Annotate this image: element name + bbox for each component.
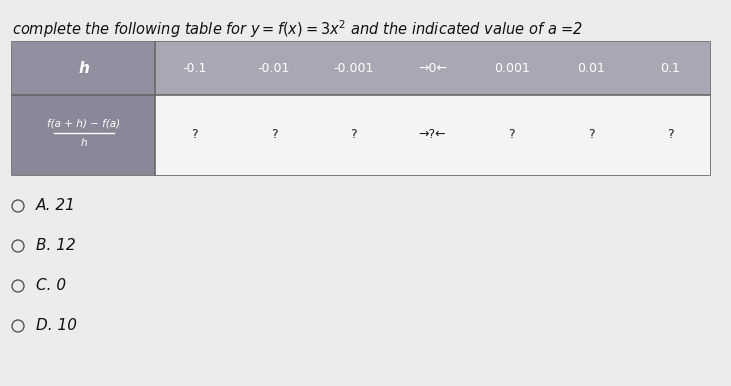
Text: →?←: →?← [419,129,447,142]
Bar [12,42,710,95]
Text: -0.1: -0.1 [183,62,207,75]
Text: C. 0: C. 0 [36,279,66,293]
Text: f(a + h) − f(a): f(a + h) − f(a) [47,118,120,128]
Text: A. 21: A. 21 [36,198,76,213]
Text: complete the following table for $y = f(x) = 3x^2$ and the indicated value of $a: complete the following table for $y = f(… [12,18,583,40]
Text: ?: ? [270,129,277,142]
Bar [12,95,155,175]
Text: 0.001: 0.001 [494,62,530,75]
Bar [155,95,710,175]
Text: ?: ? [350,129,357,142]
Bar [12,42,710,175]
Text: ?: ? [509,129,515,142]
Text: →0←: →0← [418,62,447,75]
Text: B. 12: B. 12 [36,239,76,254]
Bar [12,42,155,95]
Text: ?: ? [192,129,198,142]
Text: h: h [78,61,89,76]
Text: ?: ? [667,129,674,142]
Text: h: h [80,138,87,148]
Text: -0.01: -0.01 [258,62,290,75]
Text: ?: ? [588,129,594,142]
Text: D. 10: D. 10 [36,318,77,334]
Text: -0.001: -0.001 [333,62,374,75]
Text: 0.1: 0.1 [660,62,681,75]
Text: 0.01: 0.01 [577,62,605,75]
